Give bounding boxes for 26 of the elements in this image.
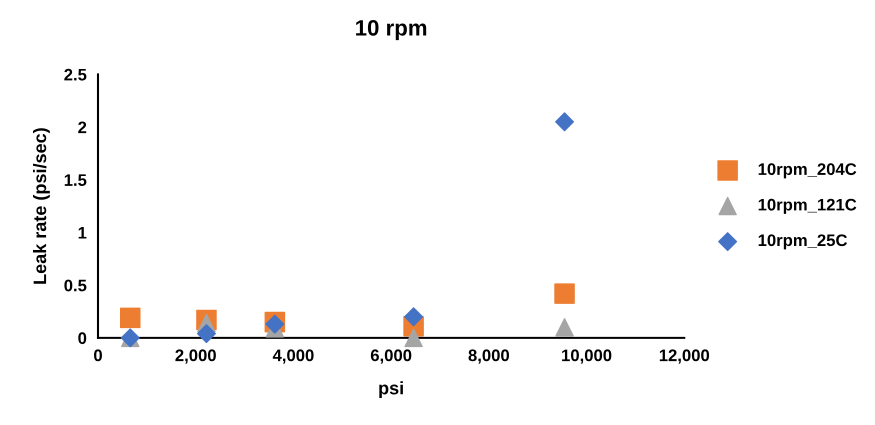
y-tick-label: 2.5 <box>64 68 86 81</box>
x-tick-label: 0 <box>94 349 102 362</box>
point <box>555 318 574 337</box>
point <box>120 308 141 328</box>
x-axis-title: psi <box>379 381 403 398</box>
point <box>196 324 216 344</box>
point <box>404 328 423 348</box>
x-tick-label: 12,000 <box>660 349 710 364</box>
legend-label: 10rpm_204C <box>758 163 856 178</box>
y-tick-label: 2 <box>78 121 86 134</box>
legend-label: 10rpm_121C <box>758 198 856 214</box>
y-tick-label: 1 <box>78 227 86 239</box>
x-tick-label: 4,000 <box>272 349 314 364</box>
x-tick-label: 10,000 <box>562 349 612 364</box>
x-tick-label: 6,000 <box>370 349 412 364</box>
point <box>554 283 575 304</box>
chart-title: 10 rpm <box>356 20 426 40</box>
y-tick-label: 0.5 <box>64 280 86 292</box>
x-tick-label: 2,000 <box>175 349 216 364</box>
point <box>404 307 424 326</box>
legend-label: 10rpm_25C <box>758 234 848 250</box>
x-tick-label: 8,000 <box>468 349 510 364</box>
y-tick-label: 1.5 <box>64 174 86 186</box>
y-tick-label: 0 <box>78 332 86 344</box>
y-axis-title: Leak rate (psi/sec) <box>33 128 50 284</box>
point <box>555 112 574 132</box>
